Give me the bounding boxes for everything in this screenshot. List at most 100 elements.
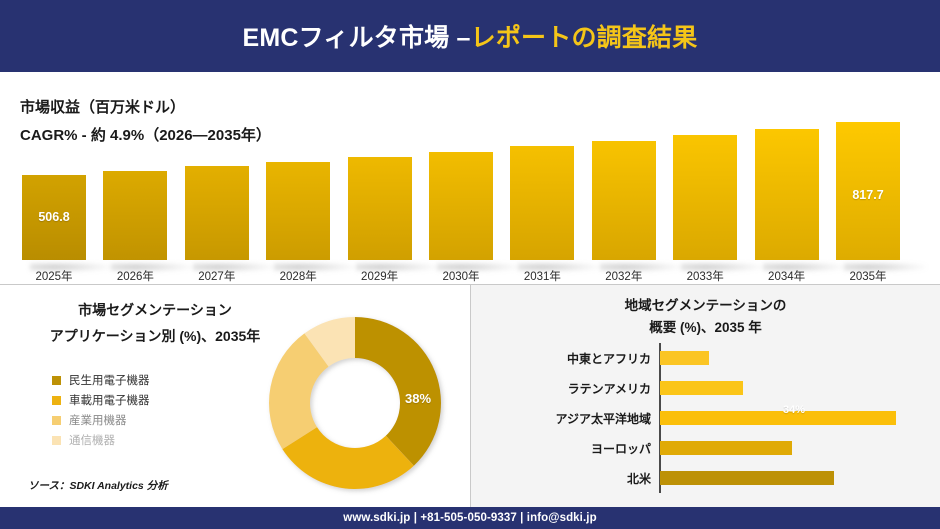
revenue-bar [754, 129, 819, 260]
regional-bar [660, 381, 743, 395]
revenue-bar-column: 2027年 [184, 80, 275, 284]
regional-bar-row: 北米 [499, 463, 919, 493]
revenue-bar-category-label: 2026年 [116, 271, 154, 283]
regional-bar-label: アジア太平洋地域 [555, 411, 651, 426]
regional-title-line1: 地域セグメンテーションの [624, 298, 787, 313]
revenue-bar-column: 2031年 [510, 80, 601, 284]
page-title-primary: EMCフィルタ市場 – [242, 24, 471, 52]
bar-shadow [274, 262, 357, 272]
bar-shadow [437, 262, 519, 272]
revenue-bar [429, 152, 493, 260]
bar-shadow [844, 262, 926, 272]
legend-item[interactable]: 通信機器 [52, 430, 150, 450]
regional-axis-line [659, 343, 661, 493]
regional-bar [660, 471, 834, 485]
legend-item[interactable]: 車載用電子機器 [52, 390, 150, 410]
regional-bar-row: ヨーロッパ [499, 433, 919, 463]
header-banner: EMCフィルタ市場 –レポートの調査結果 [0, 0, 940, 72]
revenue-bar-column: 2033年 [673, 80, 764, 284]
regional-bar-value: 34% [783, 404, 806, 416]
donut-slice[interactable] [282, 427, 414, 489]
regional-bar [660, 351, 709, 365]
revenue-bar [103, 171, 168, 260]
revenue-bar-column: 506.8 2025年 [22, 80, 112, 284]
page-title: EMCフィルタ市場 –レポートの調査結果 [243, 18, 698, 54]
regional-bar-label: 中東とアフリカ [566, 351, 651, 366]
regional-bar-label: ラテンアメリカ [567, 381, 651, 396]
revenue-bar [836, 122, 900, 260]
revenue-bar-column: 2029年 [347, 80, 438, 284]
revenue-heading-line2: CAGR% - 約 4.9%（2026—2035年） [20, 127, 271, 144]
revenue-bar-category-label: 2033年 [686, 271, 724, 283]
revenue-heading: 市場収益（百万米ドル） CAGR% - 約 4.9%（2026—2035年） [20, 94, 271, 150]
revenue-bar [510, 146, 575, 260]
footer-banner: www.sdki.jp | +81-505-050-9337 | info@sd… [0, 507, 940, 529]
donut-highlight-label: 38% [405, 391, 432, 406]
legend-swatch-icon [52, 415, 61, 425]
revenue-bar-category-label: 2030年 [442, 271, 480, 283]
revenue-bar-column: 2032年 [591, 80, 682, 284]
revenue-bar-column: 2030年 [429, 80, 519, 284]
vertical-divider [470, 285, 471, 507]
donut-slice[interactable] [269, 333, 329, 450]
segmentation-title: 市場セグメンテーション アプリケーション別 (%)、2035年 [10, 297, 300, 349]
bar-shadow [762, 262, 845, 272]
legend-item[interactable]: 産業用機器 [52, 410, 150, 430]
legend-item-label: 民生用電子機器 [69, 375, 150, 387]
revenue-bar-column: 2034年 [754, 80, 845, 284]
revenue-bar-category-label: 2032年 [605, 271, 643, 283]
regional-title-line2: 概要 (%)、2035 年 [649, 320, 762, 335]
revenue-bar [184, 166, 249, 260]
revenue-bar-category-label: 2025年 [35, 271, 73, 283]
revenue-bar-column: 817.7 2035年 [836, 80, 926, 284]
bar-shadow [192, 262, 275, 272]
source-note: ソース：SDKI Analytics 分析 [28, 480, 168, 492]
legend-swatch-icon [52, 435, 61, 445]
revenue-bar-value: 506.8 [38, 210, 70, 224]
segmentation-title-line1: 市場セグメンテーション [78, 302, 232, 318]
revenue-bar-category-label: 2027年 [198, 271, 236, 283]
revenue-bar-category-label: 2034年 [768, 271, 806, 283]
regional-bar [660, 441, 792, 455]
regional-title: 地域セグメンテーションの 概要 (%)、2035 年 [471, 295, 940, 339]
revenue-bar [673, 135, 738, 260]
page-title-accent: レポートの調査結果 [470, 24, 698, 52]
regional-bar-row: ラテンアメリカ [499, 373, 919, 403]
donut-slice[interactable] [355, 317, 441, 466]
revenue-bar [347, 157, 412, 260]
revenue-bar-category-label: 2028年 [279, 271, 317, 283]
bar-shadow [599, 262, 682, 272]
revenue-bar-column: 2026年 [103, 80, 194, 284]
revenue-heading-line1: 市場収益（百万米ドル） [20, 99, 186, 116]
donut-slice[interactable] [304, 317, 355, 367]
footer-contact: www.sdki.jp | +81-505-050-9337 | info@sd… [343, 512, 597, 524]
regional-bar-chart: 中東とアフリカ ラテンアメリカアジア太平洋地域 34% ヨーロッパ北米 [499, 343, 919, 493]
regional-bar [660, 411, 896, 425]
regional-panel: 地域セグメンテーションの 概要 (%)、2035 年 中東とアフリカ ラテンアメリ… [471, 285, 940, 507]
bar-shadow [518, 262, 601, 272]
regional-bar-label: ヨーロッパ [590, 441, 651, 456]
revenue-bar-column: 2028年 [266, 80, 357, 284]
legend-item-label: 産業用機器 [69, 415, 127, 427]
segmentation-panel: 市場セグメンテーション アプリケーション別 (%)、2035年 民生用電子機器車… [0, 285, 470, 507]
regional-bar-label: 北米 [626, 471, 651, 486]
legend-item-label: 通信機器 [69, 435, 115, 447]
donut-svg [269, 317, 441, 489]
revenue-bar-chart: 506.8 2025年 2026年 2027年 2028年 2029年 2030年 2031年… [22, 80, 926, 284]
legend-item[interactable]: 民生用電子機器 [52, 370, 150, 390]
revenue-panel: 市場収益（百万米ドル） CAGR% - 約 4.9%（2026—2035年） 5… [0, 72, 940, 284]
donut-chart: 38% [255, 303, 455, 503]
legend-item-label: 車載用電子機器 [69, 395, 150, 407]
revenue-bar-category-label: 2031年 [523, 271, 561, 283]
bar-shadow [111, 262, 194, 272]
segmentation-title-line2: アプリケーション別 (%)、2035年 [49, 328, 261, 344]
bar-shadow [355, 262, 438, 272]
revenue-bar [591, 141, 656, 260]
bar-shadow [681, 262, 764, 272]
legend-swatch-icon [52, 375, 61, 385]
horizontal-divider [0, 284, 940, 285]
legend-swatch-icon [52, 395, 61, 405]
regional-bar-row: 中東とアフリカ [499, 343, 919, 373]
bar-shadow [30, 262, 112, 272]
